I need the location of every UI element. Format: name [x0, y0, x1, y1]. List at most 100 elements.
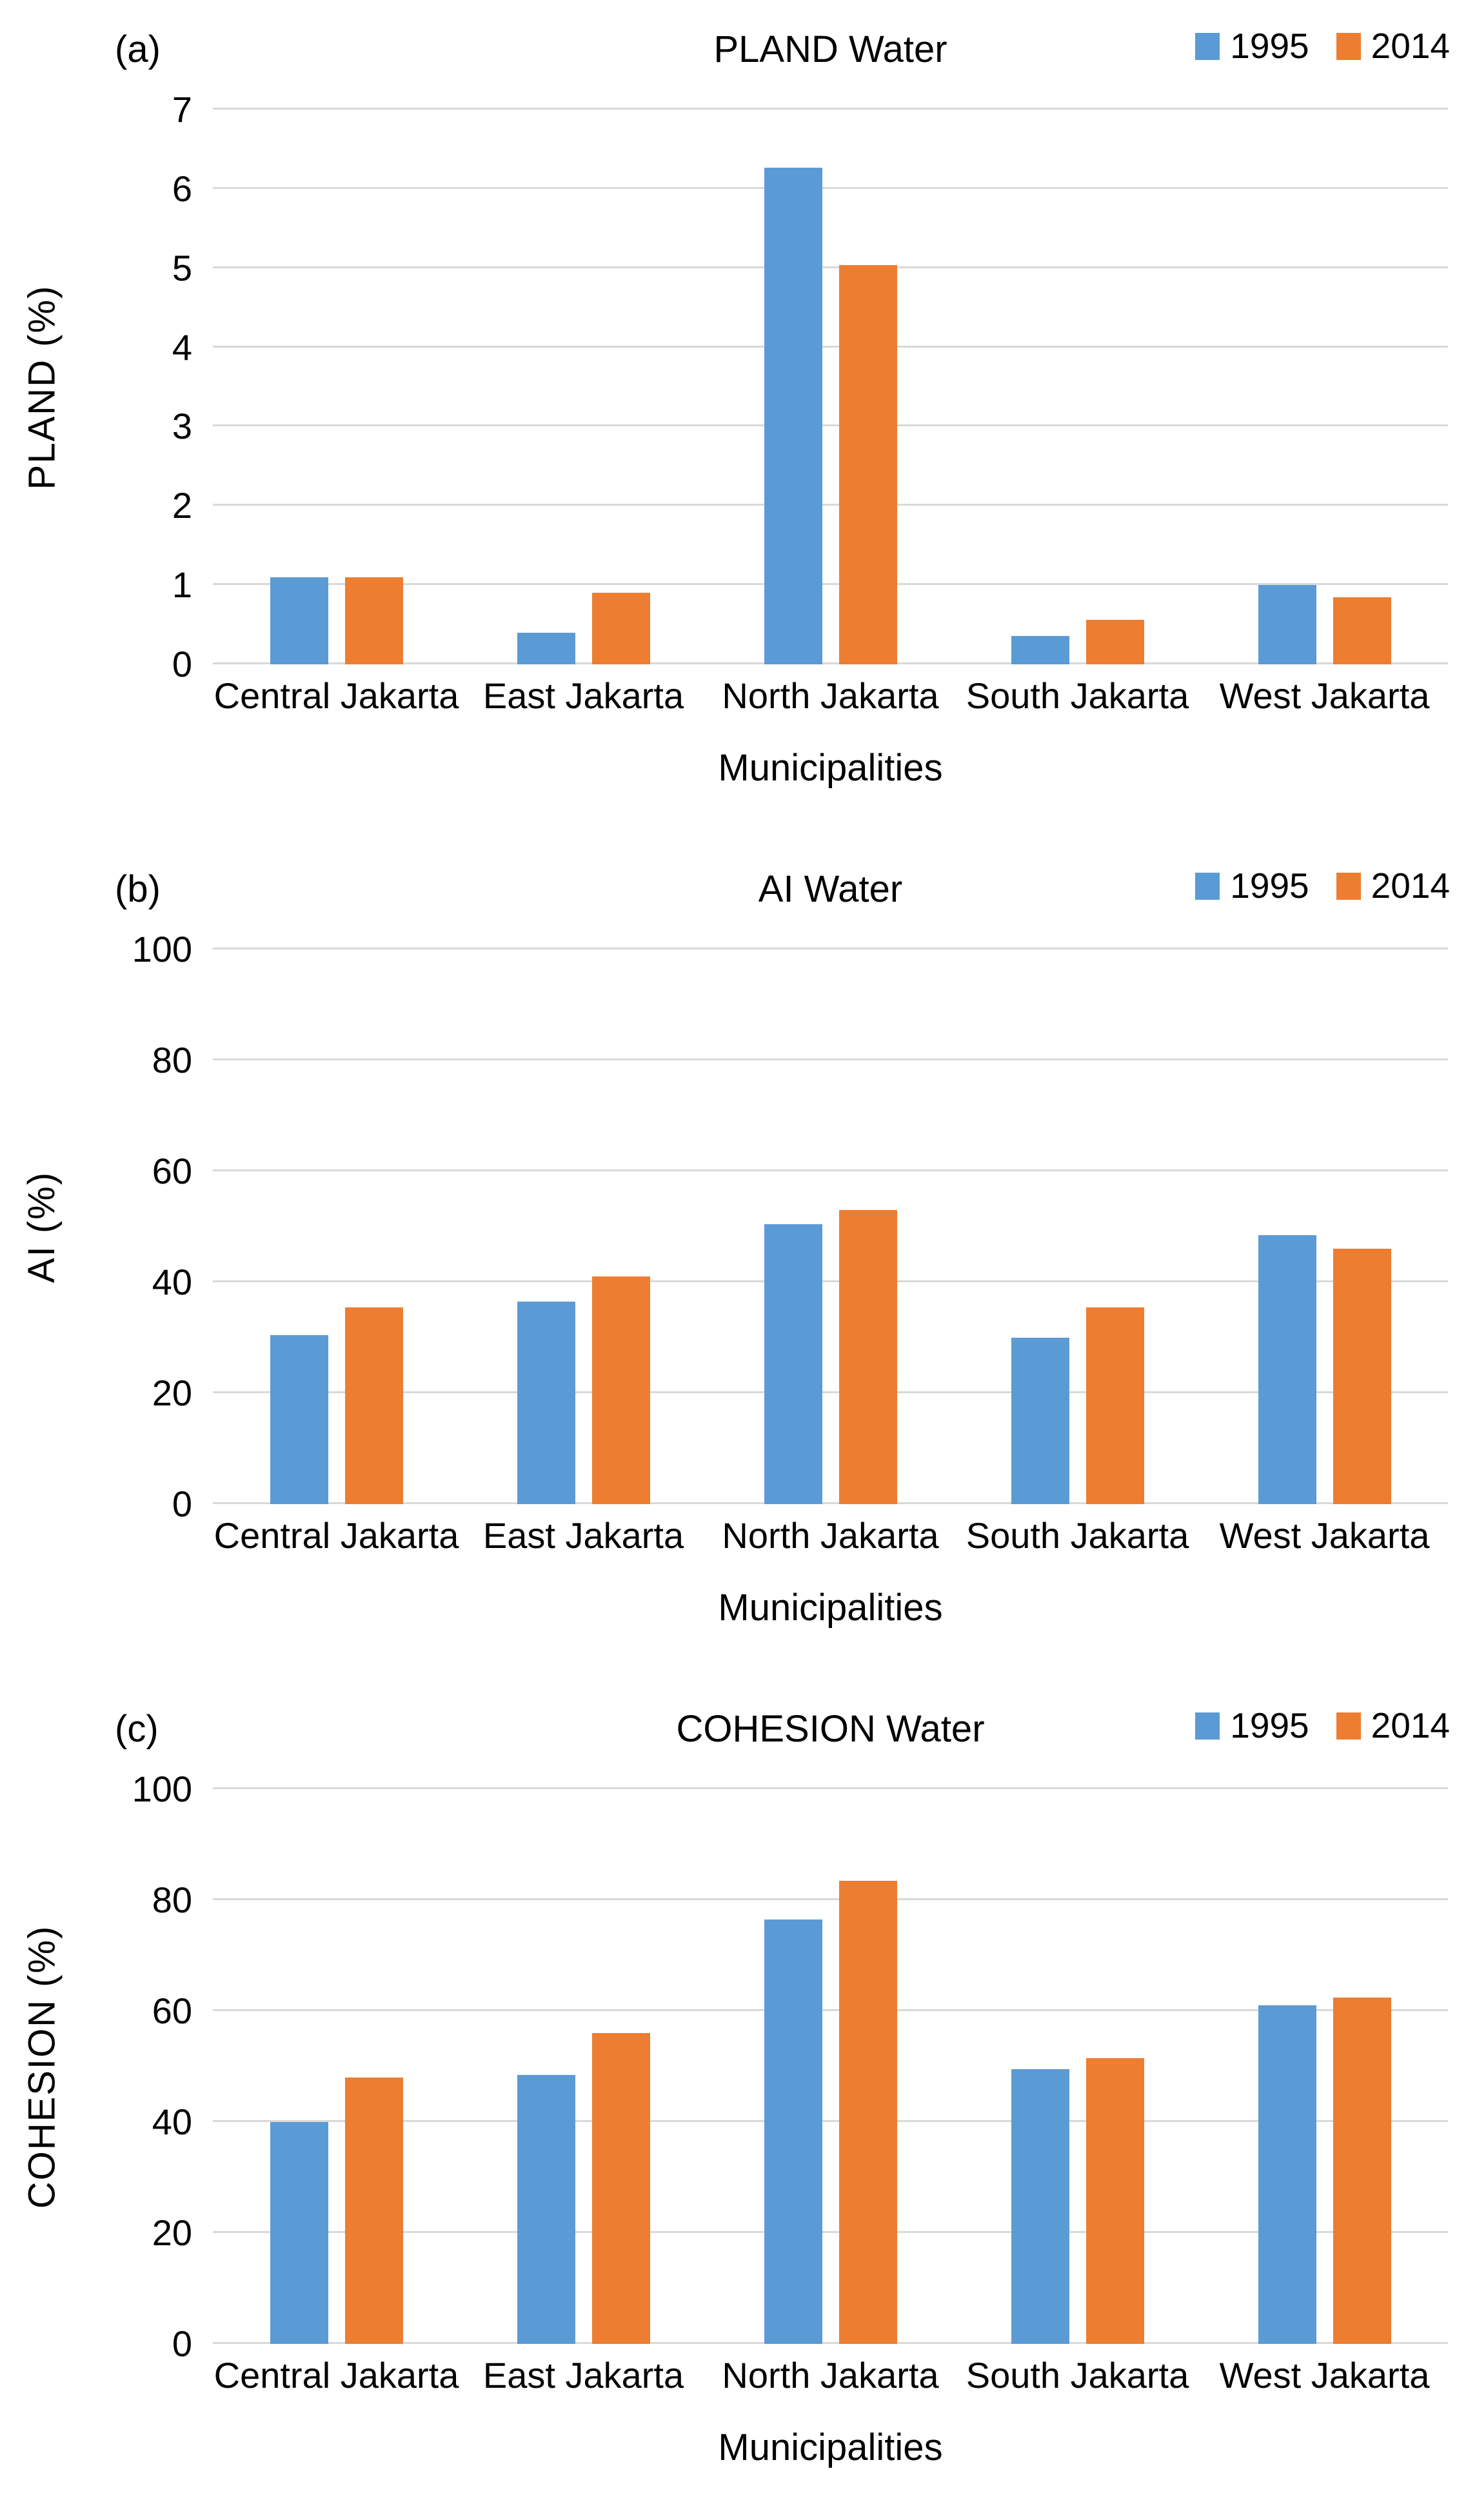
- x-tick-label-east-jakarta: East Jakarta: [482, 2355, 684, 2396]
- legend-a: 1995 2014: [1195, 28, 1450, 64]
- bar-2014-south-jakarta: [1085, 2058, 1144, 2344]
- gridline-y80: [213, 1058, 1448, 1060]
- gridline-y20: [213, 2231, 1448, 2233]
- legend-item-1995: 1995: [1195, 1708, 1309, 1743]
- bar-2014-north-jakarta: [838, 264, 897, 664]
- y-tick-label-60: 60: [152, 1151, 192, 1191]
- bar-2014-north-jakarta: [838, 1210, 897, 1504]
- x-tick-labels-b: Central Jakarta East Jakarta North Jakarta…: [213, 1516, 1448, 1556]
- bar-2014-east-jakarta: [591, 2033, 650, 2344]
- x-tick-label-south-jakarta: South Jakarta: [966, 1515, 1189, 1556]
- y-tick-label-40: 40: [152, 2101, 192, 2142]
- y-axis-title-text-b: AI (%): [21, 1171, 63, 1283]
- bar-2014-west-jakarta: [1333, 1997, 1391, 2344]
- x-tick-label-north-jakarta: North Jakarta: [722, 675, 939, 716]
- legend-label-1995: 1995: [1230, 26, 1309, 66]
- y-tick-label-5: 5: [172, 247, 192, 288]
- bar-group-south-jakarta: [954, 949, 1201, 1504]
- bar-2014-central-jakarta: [344, 2078, 403, 2344]
- x-tick-label-east-jakarta: East Jakarta: [482, 675, 684, 716]
- legend-item-1995: 1995: [1195, 868, 1309, 904]
- plot-area-c: 0 20 40 60 80 100: [132, 1771, 1448, 2362]
- panel-letter-a: (a): [115, 28, 161, 70]
- bar-groups-b: [213, 949, 1448, 1504]
- bar-group-north-jakarta: [707, 110, 954, 664]
- bar-groups-a: [213, 110, 1448, 664]
- bar-1995-north-jakarta: [764, 1224, 822, 1504]
- y-tick-label-20: 20: [152, 2212, 192, 2253]
- bar-group-east-jakarta: [460, 1789, 707, 2344]
- legend-item-2014: 2014: [1336, 28, 1450, 64]
- x-tick-label-west-jakarta: West Jakarta: [1219, 675, 1430, 716]
- x-tick-label-central-jakarta: Central Jakarta: [213, 675, 459, 716]
- gridline-y20: [213, 1391, 1448, 1393]
- bar-1995-north-jakarta: [764, 167, 822, 664]
- legend-swatch-1995-icon: [1195, 872, 1220, 900]
- bar-1995-west-jakarta: [1258, 2005, 1316, 2344]
- panel-letter-b: (b): [115, 868, 161, 910]
- gridline-y2: [213, 504, 1448, 506]
- x-tick-label-south-jakarta: South Jakarta: [966, 675, 1189, 716]
- x-tick-labels-a: Central Jakarta East Jakarta North Jakarta…: [213, 676, 1448, 716]
- gridline-y0: [213, 2342, 1448, 2344]
- y-axis-title-c: COHESION (%): [0, 1789, 84, 2344]
- y-tick-label-20: 20: [152, 1373, 192, 1413]
- gridline-y60: [213, 2009, 1448, 2011]
- bar-1995-south-jakarta: [1011, 1338, 1069, 1504]
- legend-label-1995: 1995: [1230, 1705, 1309, 1745]
- legend-swatch-2014-icon: [1336, 1712, 1361, 1740]
- y-tick-label-80: 80: [152, 1040, 192, 1080]
- bar-group-west-jakarta: [1201, 110, 1448, 664]
- bar-groups-c: [213, 1789, 1448, 2344]
- legend-label-2014: 2014: [1371, 866, 1450, 906]
- gridline-y100: [213, 947, 1448, 949]
- bar-1995-west-jakarta: [1258, 585, 1316, 664]
- bar-2014-north-jakarta: [838, 1880, 897, 2344]
- legend-swatch-2014-icon: [1336, 32, 1361, 60]
- bar-1995-central-jakarta: [270, 577, 328, 664]
- bar-1995-east-jakarta: [517, 632, 575, 664]
- legend-label-1995: 1995: [1230, 866, 1309, 906]
- gridline-y60: [213, 1169, 1448, 1171]
- bar-1995-south-jakarta: [1011, 635, 1069, 664]
- bar-2014-central-jakarta: [344, 577, 403, 664]
- legend-item-2014: 2014: [1336, 868, 1450, 904]
- y-axis-title-text-a: PLAND (%): [21, 284, 63, 490]
- y-tick-label-100: 100: [132, 1769, 192, 1809]
- x-axis-title-b: Municipalities: [718, 1587, 943, 1629]
- bar-group-central-jakarta: [213, 1789, 460, 2344]
- chart-panel-b: (b) AI Water 1995 2014 AI (%) 0 20 40 60 80 100 Cen…: [0, 840, 1477, 1680]
- bar-1995-south-jakarta: [1011, 2069, 1069, 2344]
- x-tick-labels-c: Central Jakarta East Jakarta North Jakarta…: [213, 2356, 1448, 2396]
- bar-2014-south-jakarta: [1085, 620, 1144, 664]
- gridline-y40: [213, 1280, 1448, 1282]
- bar-1995-north-jakarta: [764, 1920, 822, 2344]
- x-tick-label-central-jakarta: Central Jakarta: [213, 2355, 459, 2396]
- y-axis-title-text-c: COHESION (%): [21, 1925, 63, 2208]
- legend-b: 1995 2014: [1195, 868, 1450, 904]
- legend-item-2014: 2014: [1336, 1708, 1450, 1743]
- bar-group-central-jakarta: [213, 949, 460, 1504]
- gridline-y7: [213, 108, 1448, 110]
- legend-swatch-2014-icon: [1336, 872, 1361, 900]
- gridline-y4: [213, 345, 1448, 348]
- y-tick-label-0: 0: [172, 1483, 192, 1524]
- gridline-y3: [213, 424, 1448, 427]
- legend-item-1995: 1995: [1195, 28, 1309, 64]
- y-tick-label-100: 100: [132, 929, 192, 969]
- bar-group-east-jakarta: [460, 110, 707, 664]
- plot-area-b: 0 20 40 60 80 100: [132, 931, 1448, 1522]
- legend-c: 1995 2014: [1195, 1708, 1450, 1743]
- bar-1995-east-jakarta: [517, 2074, 575, 2344]
- legend-label-2014: 2014: [1371, 26, 1450, 66]
- x-tick-label-north-jakarta: North Jakarta: [722, 2355, 939, 2396]
- y-tick-label-60: 60: [152, 1990, 192, 2031]
- bar-1995-east-jakarta: [517, 1302, 575, 1504]
- gridline-y0: [213, 1502, 1448, 1504]
- chart-title-b: AI Water: [758, 868, 903, 910]
- x-tick-label-north-jakarta: North Jakarta: [722, 1515, 939, 1556]
- panel-letter-c: (c): [115, 1708, 159, 1750]
- y-tick-label-2: 2: [172, 485, 192, 526]
- bar-2014-west-jakarta: [1333, 597, 1391, 664]
